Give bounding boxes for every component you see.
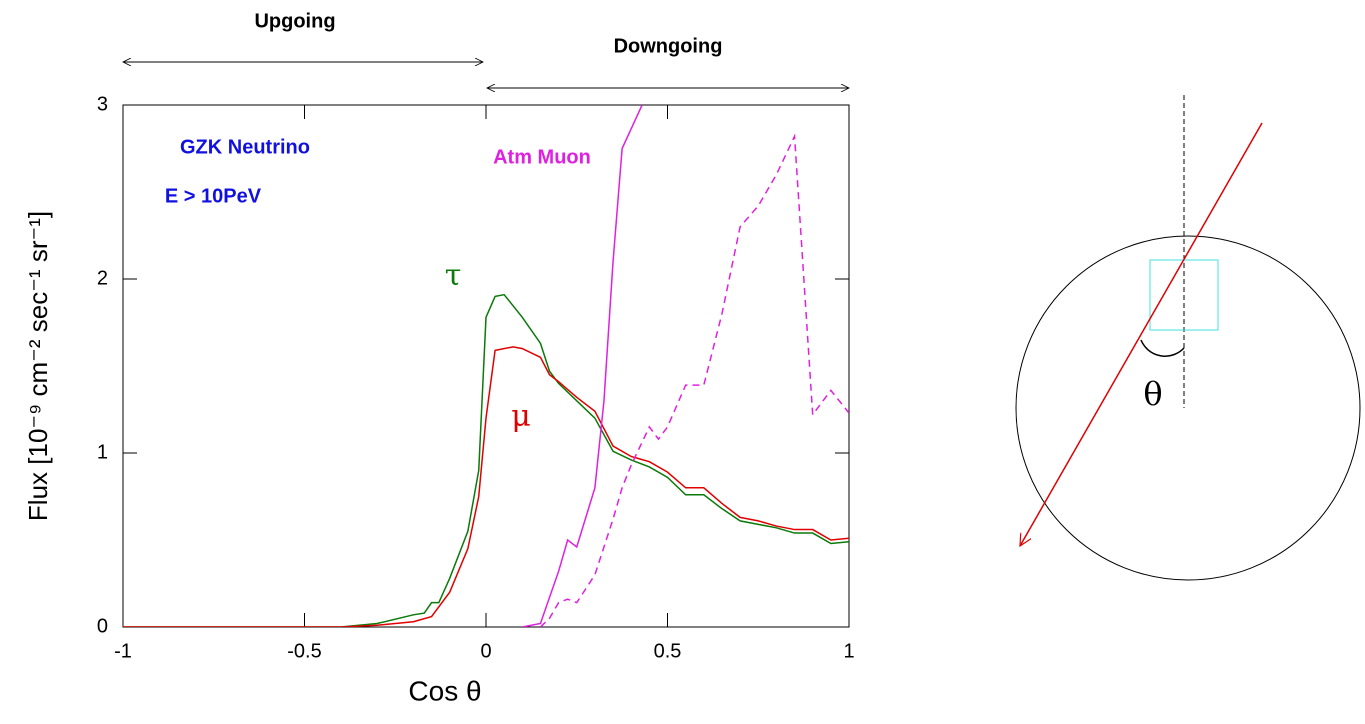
x-tick-label: 1 [843,640,854,662]
series-line [539,133,849,627]
plot-frame [122,104,850,628]
series-line [123,293,849,627]
x-tick-label: -0.5 [287,640,321,662]
y-tick-label: 3 [97,93,108,115]
annotation: Atm Muon [493,146,591,168]
series-line [522,105,643,627]
angle-arc [1140,339,1185,357]
angle-label: θ [1143,375,1162,413]
annotation: Downgoing [614,35,723,57]
track [1020,122,1263,546]
plot-lines [123,105,849,627]
y-axis-label: Flux [10⁻⁹ cm⁻² sec⁻¹ sr⁻¹] [23,211,53,521]
x-tick-label: 0 [480,640,491,662]
annotation: Upgoing [254,10,335,32]
annotation: E > 10PeV [165,185,262,207]
y-tick-label: 1 [97,441,108,463]
y-tick-label: 0 [97,615,108,637]
earth-circle [1015,235,1361,581]
x-tick-label: 0.5 [654,640,682,662]
x-axis-label: Cos θ [408,675,481,706]
annotation: GZK Neutrino [180,136,310,158]
y-tick-label: 2 [97,267,108,289]
annotation: μ [511,399,531,434]
series-line [123,346,849,627]
x-tick-label: -1 [114,640,132,662]
diagram: θ [1015,95,1361,581]
annotation: τ [445,258,462,293]
